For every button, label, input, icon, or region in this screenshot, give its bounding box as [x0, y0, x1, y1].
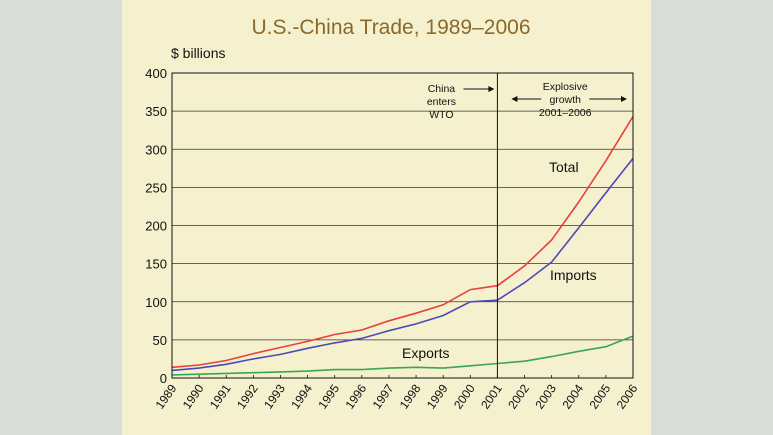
x-tick-2004: 2004: [559, 381, 586, 411]
x-tick-1995: 1995: [315, 381, 342, 411]
y-tick-350: 350: [145, 104, 167, 119]
line-chart: U.S.-China Trade, 1989–2006 $ billions 0…: [145, 16, 641, 412]
growth-annotation-line-2: 2001–2006: [539, 107, 592, 119]
growth-arrow-right-head: [621, 96, 627, 102]
x-tick-1999: 1999: [424, 381, 451, 411]
series-line-total: [171, 116, 634, 369]
series-line-imports: [171, 157, 634, 372]
y-tick-labels: 0 50 100 150 200 250 300 350 400: [145, 66, 167, 386]
x-tick-2002: 2002: [505, 381, 532, 411]
x-tick-2005: 2005: [587, 381, 614, 411]
x-tick-1994: 1994: [288, 381, 315, 411]
x-tick-labels: 1989 1990 1991 1992 1993 1994 1995 1996 1997 1998…: [153, 375, 641, 412]
y-tick-50: 50: [153, 333, 167, 348]
x-tick-1990: 1990: [180, 381, 207, 411]
x-tick-1992: 1992: [234, 381, 261, 411]
wto-annotation-line-2: WTO: [429, 109, 453, 121]
x-tick-1991: 1991: [207, 381, 234, 411]
series-label-exports: Exports: [402, 345, 449, 361]
y-tick-400: 400: [145, 66, 167, 81]
y-tick-0: 0: [160, 371, 167, 386]
y-tick-200: 200: [145, 219, 167, 234]
y-tick-300: 300: [145, 142, 167, 157]
plot-frame: [171, 72, 634, 379]
wto-arrow-head: [488, 86, 495, 92]
y-tick-250: 250: [145, 180, 167, 195]
growth-arrow-left-head: [511, 96, 518, 102]
background-right: [651, 0, 773, 435]
series-label-total: Total: [549, 159, 579, 175]
grid-lines: [172, 110, 633, 341]
chart-title: U.S.-China Trade, 1989–2006: [251, 16, 530, 39]
x-tick-1993: 1993: [261, 381, 288, 411]
chart-panel: U.S.-China Trade, 1989–2006 $ billions 0…: [122, 0, 651, 435]
y-axis-unit-label: $ billions: [171, 45, 225, 61]
series-lines: [171, 116, 634, 376]
x-tick-1997: 1997: [370, 381, 397, 411]
x-tick-2003: 2003: [532, 381, 559, 411]
series-line-exports: [171, 335, 634, 376]
x-tick-2001: 2001: [478, 381, 505, 411]
y-tick-100: 100: [145, 295, 167, 310]
growth-annotation-line-1: growth: [549, 94, 581, 106]
x-tick-1998: 1998: [397, 381, 424, 411]
wto-annotation-line-1: enters: [427, 96, 456, 108]
x-tick-1989: 1989: [153, 381, 180, 411]
wto-annotation-line-0: China: [428, 83, 456, 95]
background-left: [0, 0, 122, 435]
series-label-imports: Imports: [550, 267, 597, 283]
series-labels: Total Imports Exports: [402, 159, 597, 361]
x-tick-2000: 2000: [451, 381, 478, 411]
y-tick-150: 150: [145, 257, 167, 272]
x-tick-1996: 1996: [342, 381, 369, 411]
growth-annotation-line-0: Explosive: [543, 81, 588, 93]
x-tick-2006: 2006: [614, 381, 641, 411]
